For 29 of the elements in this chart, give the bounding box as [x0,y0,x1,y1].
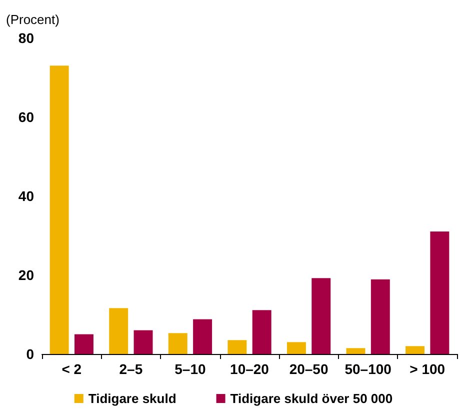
bar [134,330,153,354]
bar [286,342,306,354]
y-tick-label: 60 [18,109,34,125]
legend-label: Tidigare skuld [88,391,176,406]
legend-label: Tidigare skuld över 50 000 [230,391,393,406]
bar [430,232,450,354]
x-tick-label: 50–100 [344,361,392,377]
bar [370,279,390,354]
x-tick-label: 5–10 [174,361,206,377]
x-tick-label: > 100 [410,361,446,377]
y-tick-label: 80 [18,30,34,46]
bar [50,66,69,354]
x-tick-label: 20–50 [289,361,328,377]
x-tick-label: 10–20 [230,361,270,377]
y-axis-title: (Procent) [6,12,60,27]
y-tick-label: 0 [26,346,34,362]
bar [346,348,366,354]
x-tick-label: < 2 [62,361,82,377]
bar [312,278,331,354]
bar [228,340,247,354]
y-tick-label: 40 [18,188,34,204]
y-tick-label: 20 [18,267,34,283]
bar [252,310,272,354]
bar [168,333,188,354]
bar [74,334,94,354]
bar [109,308,128,354]
bar [193,319,212,354]
x-tick-label: 2–5 [119,361,143,377]
bar [406,346,425,354]
